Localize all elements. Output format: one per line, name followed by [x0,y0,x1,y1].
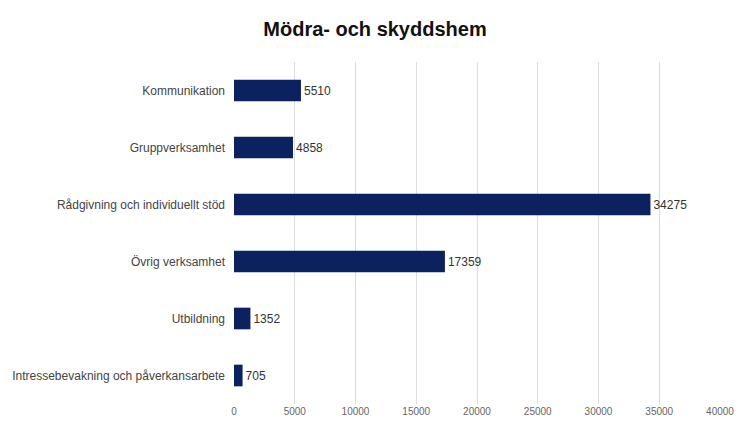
svg-text:15000: 15000 [402,406,430,417]
svg-text:35000: 35000 [645,406,673,417]
svg-text:34275: 34275 [653,198,687,212]
svg-text:Intressebevakning och påverkan: Intressebevakning och påverkansarbete [12,369,225,383]
svg-text:20000: 20000 [463,406,491,417]
svg-text:Utbildning: Utbildning [172,312,225,326]
svg-text:Gruppverksamhet: Gruppverksamhet [130,141,226,155]
svg-text:Mödra- och skyddshem: Mödra- och skyddshem [263,18,486,40]
svg-text:Kommunikation: Kommunikation [142,84,225,98]
svg-text:10000: 10000 [342,406,370,417]
svg-text:705: 705 [246,369,266,383]
svg-text:Rådgivning och individuellt st: Rådgivning och individuellt stöd [57,198,225,212]
svg-text:0: 0 [231,406,237,417]
svg-text:4858: 4858 [296,141,323,155]
svg-text:5510: 5510 [304,84,331,98]
svg-text:40000: 40000 [706,406,734,417]
svg-text:5000: 5000 [284,406,307,417]
svg-text:25000: 25000 [524,406,552,417]
svg-text:30000: 30000 [585,406,613,417]
svg-text:17359: 17359 [448,255,482,269]
svg-text:Övrig verksamhet: Övrig verksamhet [131,255,226,269]
svg-text:1352: 1352 [253,312,280,326]
